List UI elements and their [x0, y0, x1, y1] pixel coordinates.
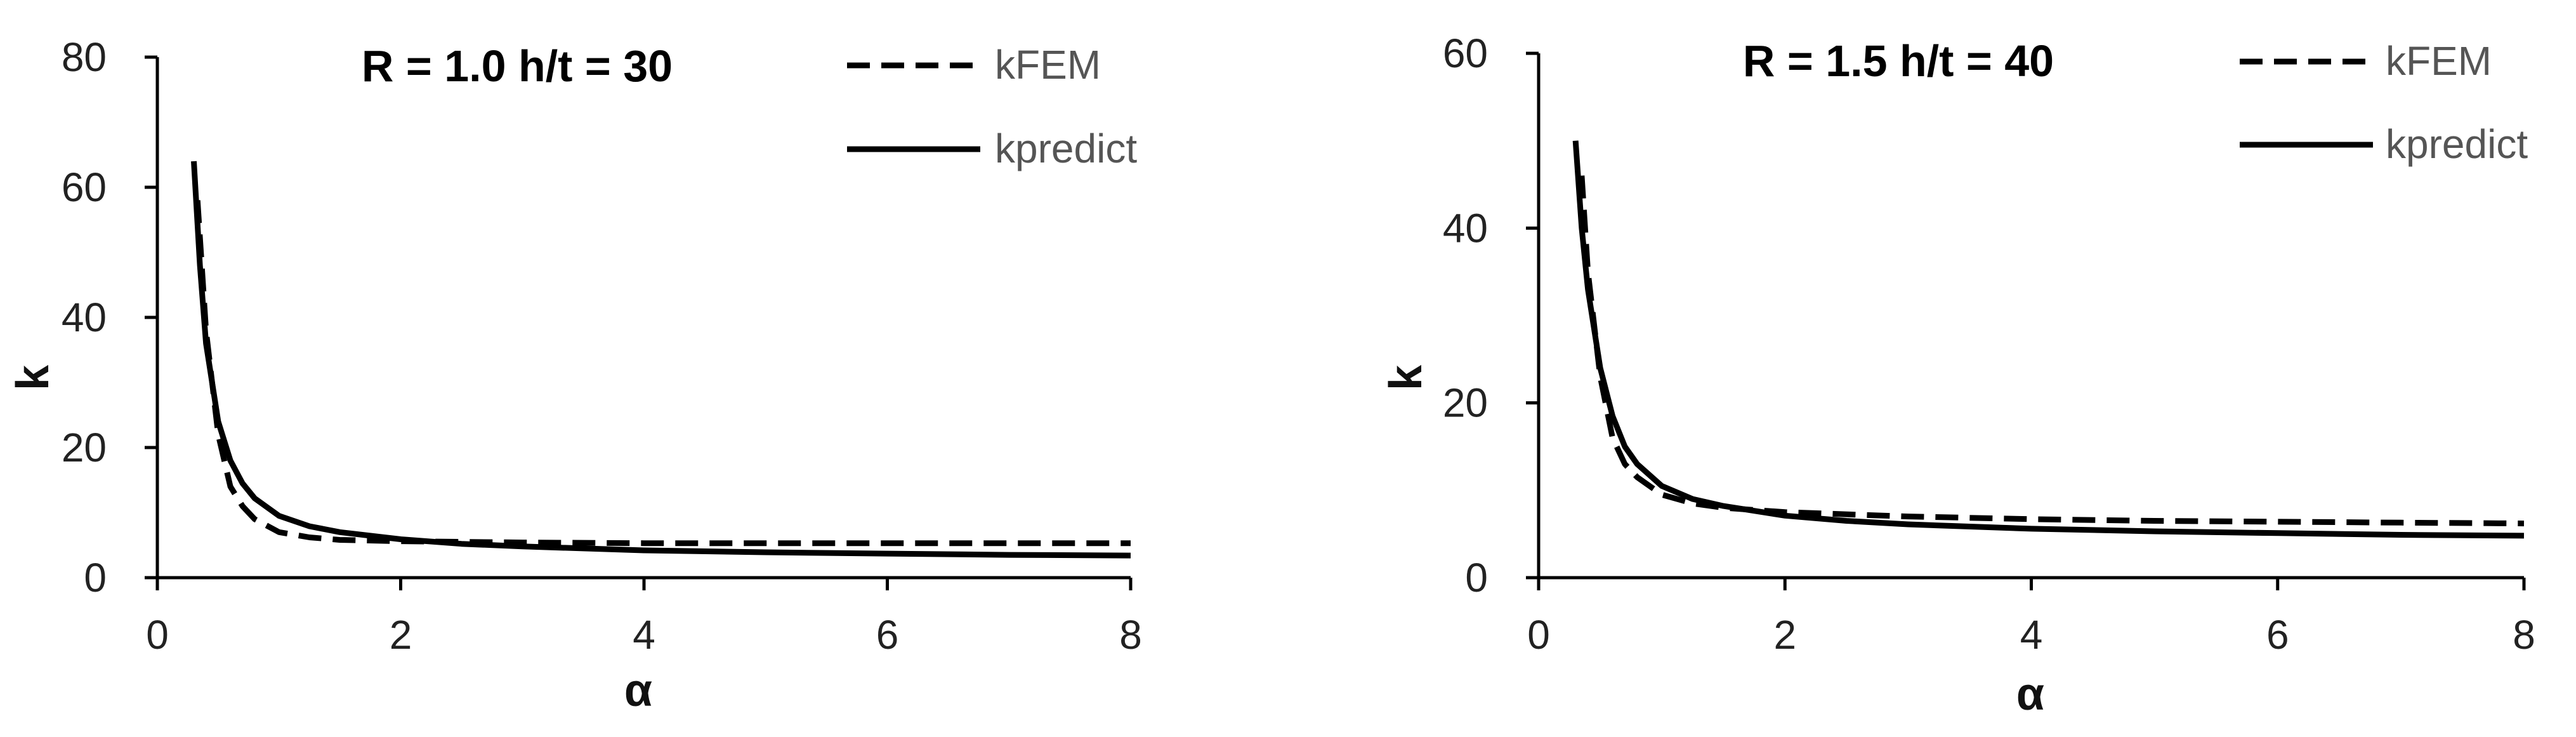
- x-tick-label: 4: [633, 612, 655, 658]
- legend-label-kpredict: kpredict: [2386, 121, 2528, 167]
- series-line-kpredict: [1572, 140, 2525, 539]
- x-tick-label: 8: [1119, 612, 1142, 658]
- x-tick-label: 2: [390, 612, 412, 658]
- series-group: [191, 161, 1131, 559]
- x-tick-label: 8: [2513, 612, 2535, 658]
- series-line-kfem: [194, 200, 1131, 547]
- x-tick-label: 6: [2266, 612, 2289, 658]
- series-line-kfem: [1579, 175, 2525, 527]
- x-tick-label: 0: [1527, 612, 1550, 658]
- y-axis-title: k: [8, 364, 58, 390]
- chart-right: 0 2 4 6 8 0 20 40 60 R = 1.5 h/t = 40 α k kFEM k…: [1381, 30, 2535, 720]
- chart-title: R = 1.0 h/t = 30: [362, 41, 673, 91]
- series-group: [1572, 140, 2525, 539]
- legend: kFEM kpredict: [847, 42, 1137, 171]
- chart-title: R = 1.5 h/t = 40: [1743, 36, 2054, 86]
- x-tick-label: 0: [146, 612, 169, 658]
- y-tick-label: 80: [62, 34, 107, 80]
- y-tick-label: 0: [1465, 555, 1488, 601]
- x-tick-label: 6: [876, 612, 899, 658]
- y-tick-label: 40: [62, 295, 107, 340]
- y-axis-title: k: [1381, 364, 1431, 390]
- y-tick-label: 60: [62, 164, 107, 210]
- legend-label-kfem: kFEM: [2386, 38, 2492, 84]
- x-axis-title: α: [624, 665, 652, 716]
- x-axis-title: α: [2016, 669, 2044, 720]
- legend-label-kfem: kFEM: [995, 42, 1101, 88]
- y-tick-label: 40: [1443, 205, 1488, 251]
- tick-group: 0 2 4 6 8 0 20 40 60: [1443, 30, 2535, 658]
- legend-label-kpredict: kpredict: [995, 126, 1137, 171]
- x-tick-label: 4: [2020, 612, 2043, 658]
- y-tick-label: 20: [62, 425, 107, 470]
- y-tick-label: 0: [84, 555, 107, 601]
- y-tick-label: 60: [1443, 30, 1488, 76]
- x-tick-label: 2: [1773, 612, 1796, 658]
- y-tick-label: 20: [1443, 380, 1488, 426]
- series-line-kpredict: [191, 161, 1131, 559]
- legend: kFEM kpredict: [2240, 38, 2528, 167]
